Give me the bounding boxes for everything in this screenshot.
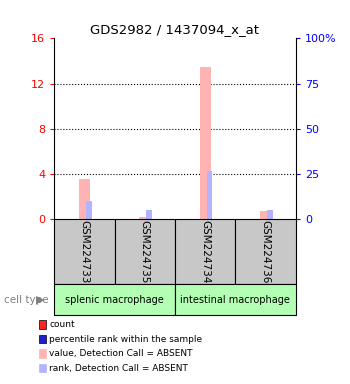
Bar — [207, 171, 212, 219]
Bar — [54, 219, 115, 284]
Text: GSM224735: GSM224735 — [140, 220, 150, 283]
Bar — [86, 201, 91, 219]
Title: GDS2982 / 1437094_x_at: GDS2982 / 1437094_x_at — [91, 23, 259, 36]
Bar — [200, 66, 211, 219]
Text: intestinal macrophage: intestinal macrophage — [181, 295, 290, 305]
Text: cell type: cell type — [4, 295, 48, 305]
Text: GSM224733: GSM224733 — [79, 220, 90, 283]
Text: ▶: ▶ — [36, 295, 44, 305]
Bar — [175, 219, 235, 284]
Bar — [235, 219, 296, 284]
Text: GSM224734: GSM224734 — [200, 220, 210, 283]
Text: value, Detection Call = ABSENT: value, Detection Call = ABSENT — [49, 349, 192, 358]
Bar — [79, 179, 90, 219]
Bar — [175, 284, 296, 315]
Bar — [54, 284, 175, 315]
Text: splenic macrophage: splenic macrophage — [65, 295, 164, 305]
Text: count: count — [49, 320, 75, 329]
Bar — [260, 211, 271, 219]
Bar — [267, 210, 273, 219]
Text: rank, Detection Call = ABSENT: rank, Detection Call = ABSENT — [49, 364, 188, 373]
Bar — [146, 210, 152, 219]
Bar — [115, 219, 175, 284]
Text: GSM224736: GSM224736 — [260, 220, 271, 283]
Text: percentile rank within the sample: percentile rank within the sample — [49, 334, 202, 344]
Bar — [139, 217, 150, 219]
